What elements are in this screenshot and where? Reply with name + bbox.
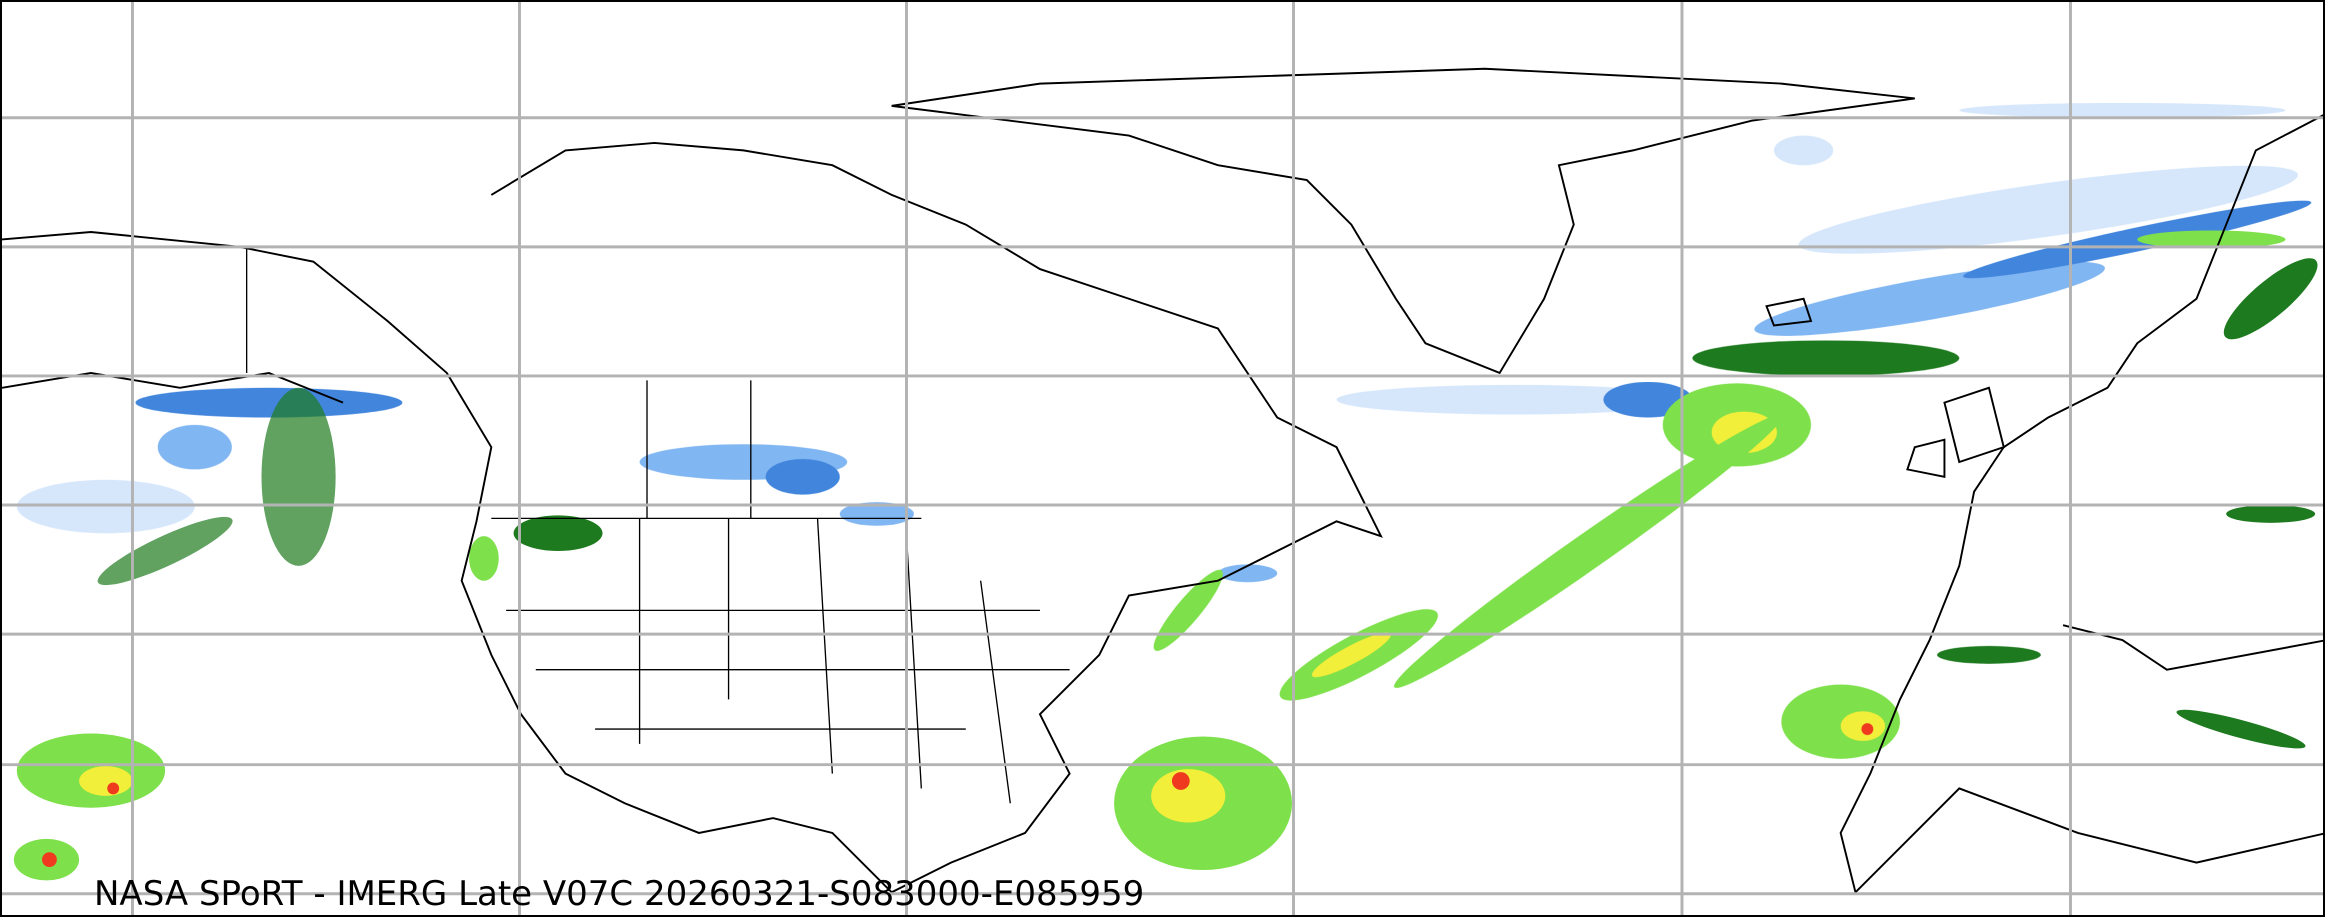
us-state-borders: [245, 246, 1070, 804]
snow-precip-areas: [16, 102, 2312, 583]
coastlines: [2, 67, 2323, 895]
map-caption: NASA SPoRT - IMERG Late V07C 20260321-S0…: [94, 874, 1145, 914]
rain-precip-areas: [13, 230, 2318, 881]
